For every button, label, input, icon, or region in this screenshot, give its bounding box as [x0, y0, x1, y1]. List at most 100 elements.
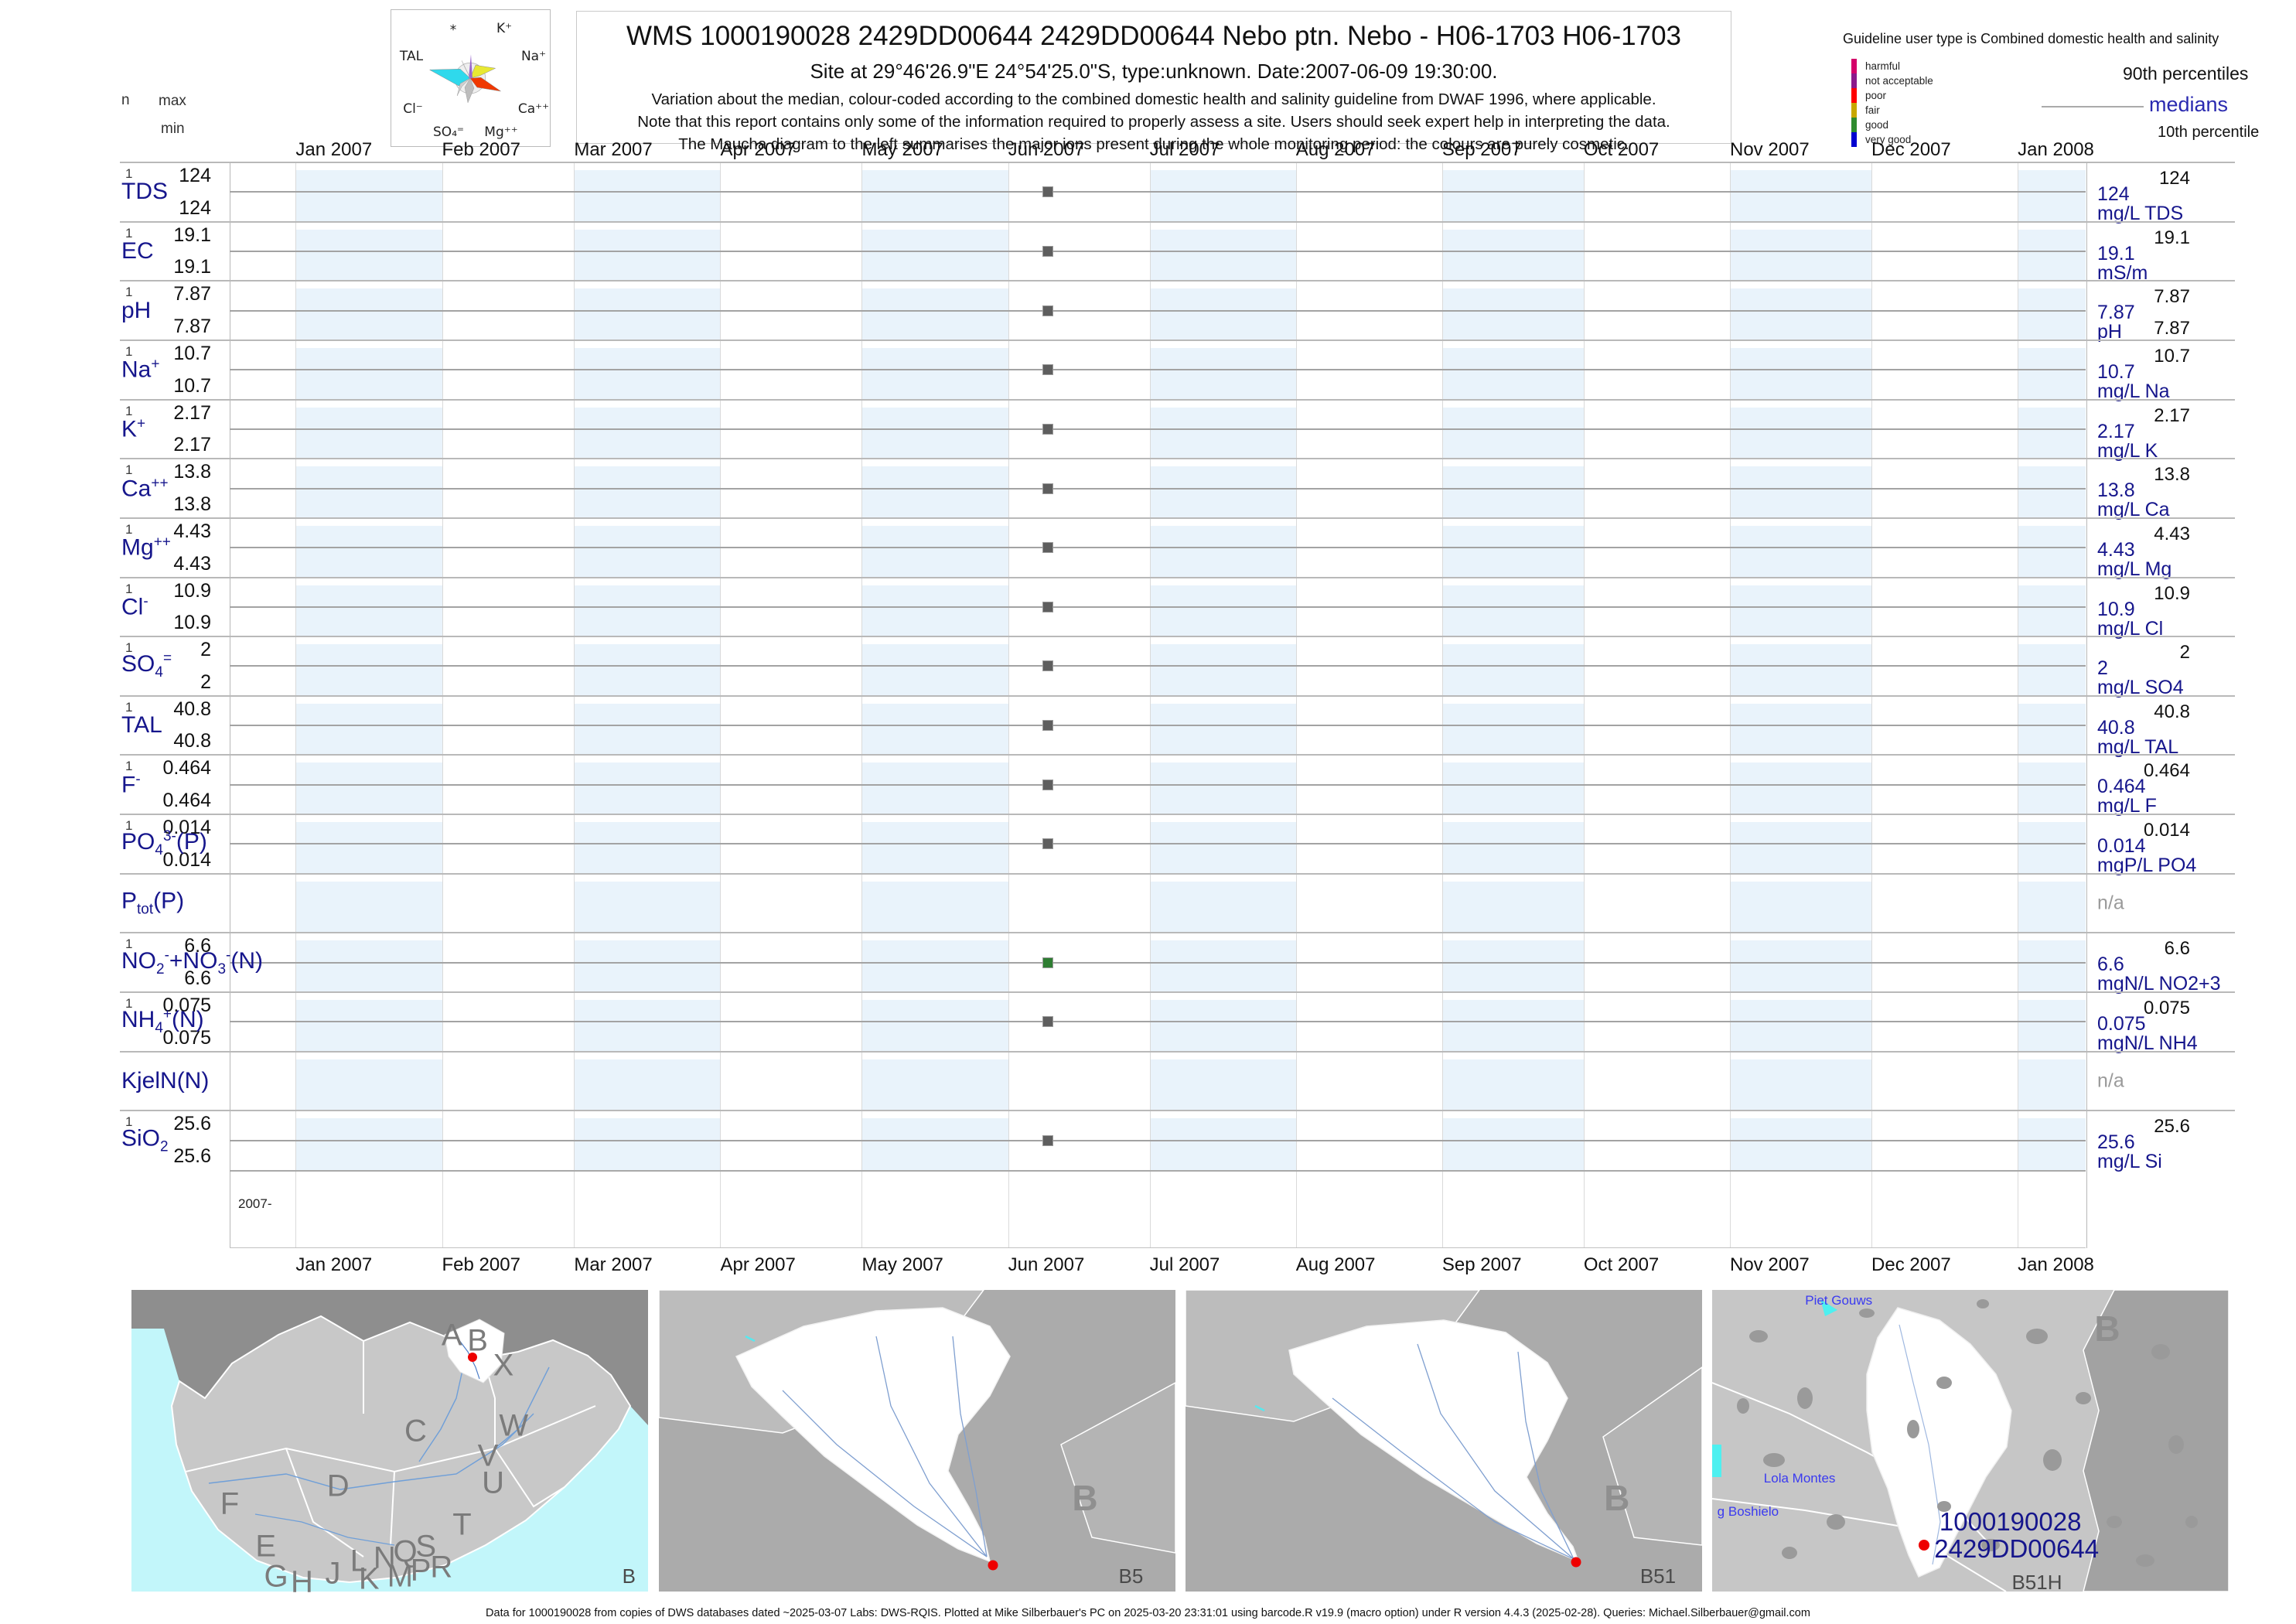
median-line [230, 309, 2086, 312]
maucha-ion-label: Na⁺ [520, 49, 547, 64]
drainage-region-letter: K [358, 1561, 380, 1596]
parameter-row: n/a Ptot(P) [0, 872, 2296, 933]
drainage-region-letter: L [350, 1544, 368, 1578]
plot-band [230, 636, 2086, 696]
year-axis-label: 2007- [238, 1196, 272, 1211]
p90-value: 40.8 [2154, 701, 2190, 722]
parameter-name-part: - [164, 947, 169, 964]
drainage-region-letter: S [415, 1529, 437, 1563]
p90-value: 10.9 [2154, 582, 2190, 604]
parameter-name-part: - [135, 771, 141, 788]
month-shade-box [2018, 585, 2086, 637]
parameter-name: PO43-(P) [121, 828, 207, 859]
month-gridline [574, 162, 575, 1248]
unit-label: mg/L TDS [2097, 203, 2184, 224]
month-shade-box [2018, 466, 2086, 518]
median-legend-label: medians [2149, 93, 2229, 116]
median-value: 7.87 [2097, 302, 2135, 324]
parameter-name: KjelN(N) [121, 1068, 209, 1094]
parameter-name-part: - [226, 947, 231, 964]
site-code-label: 2429DD00644 [1934, 1534, 2100, 1563]
p90-value: 2 [2179, 642, 2190, 664]
maucha-ion-label: * [449, 22, 457, 38]
month-shade-box [1442, 229, 1584, 281]
sample-marker [1042, 957, 1054, 968]
unit-label: mgN/L NO2+3 [2097, 973, 2221, 995]
place-label-boshielo: g Boshielo [1717, 1503, 1779, 1519]
month-shade-box [296, 1000, 442, 1052]
month-shade-box [1442, 1118, 1584, 1170]
parameter-name: K+ [121, 415, 145, 442]
parameter-name-part: + [137, 415, 146, 432]
month-shade-box [2018, 703, 2086, 756]
plot-band [230, 400, 2086, 459]
month-shade-box [1150, 822, 1296, 874]
month-shade-box [1150, 940, 1296, 993]
sample-marker [1042, 305, 1054, 316]
note-variation: Variation about the median, colour-coded… [651, 90, 1656, 108]
footer-provenance-text: Data for 1000190028 from copies of DWS d… [486, 1607, 1810, 1619]
parameter-name: Na+ [121, 357, 159, 384]
parameter-name-part: Cl [121, 594, 144, 620]
median-value: 4.43 [2097, 538, 2135, 561]
row-divider-line [120, 280, 2235, 282]
drainage-region-letter: M [387, 1559, 414, 1593]
parameter-name-part: = [162, 650, 172, 667]
sample-marker [1042, 423, 1054, 435]
month-shade-box [575, 822, 721, 874]
unit-label: mgP/L PO4 [2097, 855, 2197, 877]
month-shade-box [1731, 407, 1872, 459]
month-shade-box [575, 407, 721, 459]
sample-marker [1042, 601, 1054, 612]
month-shade-box [575, 466, 721, 518]
month-tick-label: Oct 2007 [1583, 1254, 1660, 1275]
maucha-diagram-panel: * K⁺ TAL Na⁺ Cl⁻ Ca⁺⁺ SO₄⁼ Mg⁺⁺ [391, 9, 551, 147]
p90-value: 6.6 [2164, 938, 2190, 960]
unit-label: mg/L Na [2097, 380, 2170, 402]
month-tick-label: Jan 2008 [2018, 139, 2094, 160]
median-value: 0.464 [2097, 776, 2146, 798]
unit-label: mg/L Mg [2097, 558, 2172, 580]
month-shade-box [1442, 881, 1584, 933]
parameter-name-part: EC [121, 237, 154, 264]
legend-class-row: not acceptable [1851, 73, 1933, 88]
plot-band [230, 814, 2086, 874]
month-shade-box [2018, 1000, 2086, 1052]
month-tick-label: Nov 2007 [1730, 1254, 1810, 1275]
sample-marker [1042, 779, 1054, 790]
row-divider-line [120, 162, 2235, 163]
parameter-row: 1 0.464 0.464 0.464 0.464 mg/L F F- [0, 754, 2296, 817]
parameter-name: NO2-+NO3-(N) [121, 947, 263, 978]
month-gridline [295, 162, 297, 1248]
month-shade-box [1442, 525, 1584, 578]
month-shade-box [2018, 822, 2086, 874]
map-drawing [1712, 1290, 2229, 1592]
parameter-name-part: Ca [121, 476, 152, 502]
parameter-row: 1 13.8 13.8 13.8 13.8 mg/L Ca Ca++ [0, 458, 2296, 520]
row-divider-line [120, 872, 2235, 875]
month-shade-box [1150, 466, 1296, 518]
month-shade-box [1731, 525, 1872, 578]
month-tick-label: Jul 2007 [1149, 1254, 1220, 1275]
parameter-row: 1 25.6 25.6 25.6 25.6 mg/L Si SiO2 [0, 1110, 2296, 1172]
row-divider-line [120, 517, 2235, 519]
row-divider-line [120, 694, 2235, 697]
parameter-name-part: 3- [162, 828, 176, 845]
region-big-letter: B [1072, 1477, 1098, 1518]
month-tick-label: Dec 2007 [1871, 139, 1951, 160]
parameter-name-part: ++ [153, 534, 171, 551]
parameter-name: NH4+(N) [121, 1006, 204, 1037]
parameter-name-part: TDS [121, 179, 168, 205]
max-value: 13.8 [173, 461, 211, 483]
month-shade-box [296, 466, 442, 518]
row-divider-line [120, 220, 2235, 223]
month-shade-box [1150, 229, 1296, 281]
median-line [230, 961, 2086, 964]
parameter-name: F- [121, 771, 141, 798]
maucha-ion-label: Ca⁺⁺ [517, 101, 550, 117]
min-value: 4.43 [173, 552, 211, 575]
drainage-region-letter: P [410, 1553, 432, 1588]
legend-class-label: good [1865, 119, 1889, 131]
sample-count: 1 [125, 640, 133, 656]
month-shade-box [862, 466, 1008, 518]
